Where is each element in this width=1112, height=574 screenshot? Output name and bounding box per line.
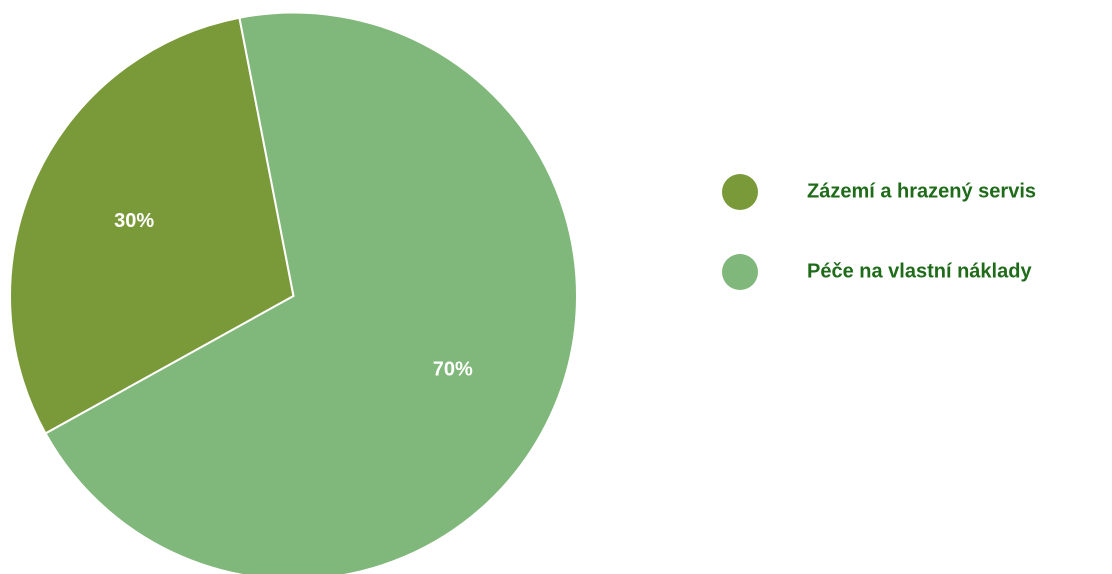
slice-label: 70% (433, 359, 473, 381)
pie-slice (9, 16, 295, 435)
legend-marker (722, 174, 758, 210)
pie-slice (44, 11, 578, 574)
legend-label: Zázemí a hrazený servis (807, 180, 1036, 202)
legend-label: Péče na vlastní náklady (807, 260, 1032, 282)
slice-label: 30% (114, 210, 154, 232)
legend-marker (722, 254, 758, 290)
